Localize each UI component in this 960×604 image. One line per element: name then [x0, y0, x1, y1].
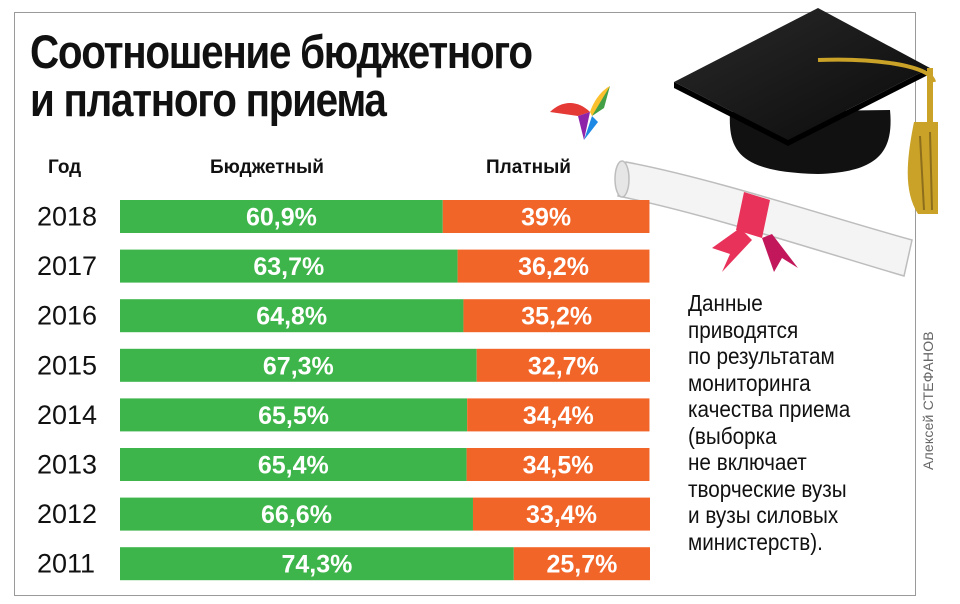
note-line: мониторинга — [688, 369, 811, 396]
diploma-scroll-icon — [614, 160, 913, 277]
budget-bar — [120, 448, 467, 481]
note-text: Данные приводятся по результатам монитор… — [688, 290, 850, 555]
note-line: Данные — [688, 290, 763, 316]
note-line: (выборка — [688, 422, 777, 449]
chart-frame — [14, 12, 916, 596]
paid-bar — [472, 497, 650, 531]
paid-value-label: 34,5% — [523, 452, 594, 480]
paid-bar — [467, 398, 650, 432]
year-label: 2016 — [37, 301, 97, 331]
year-label: 2011 — [37, 549, 95, 579]
year-label: 2018 — [37, 202, 97, 232]
note-line: министерств). — [688, 528, 823, 555]
year-label: 2013 — [37, 450, 97, 480]
column-header-year: Год — [48, 157, 82, 178]
budget-bar — [120, 299, 464, 333]
budget-value-label: 65,5% — [258, 402, 329, 430]
budget-bar — [120, 348, 477, 382]
note-line: и вузы силовых — [688, 502, 839, 528]
year-label: 2017 — [37, 251, 97, 281]
budget-bar — [120, 497, 473, 531]
note-line: не включает — [688, 449, 807, 475]
budget-value-label: 64,8% — [256, 303, 327, 331]
bird-logo-icon — [550, 86, 610, 140]
paid-value-label: 32,7% — [528, 352, 599, 380]
note-line: творческие вузы — [688, 475, 847, 502]
budget-value-label: 66,6% — [261, 501, 332, 529]
column-header-paid: Платный — [486, 157, 571, 178]
title-line-1: Соотношение бюджетного — [30, 25, 533, 78]
note-line: по результатам — [688, 343, 835, 369]
chart-title: Соотношение бюджетного и платного приема — [30, 25, 533, 126]
note-line: приводятся — [688, 316, 799, 343]
paid-bar — [463, 299, 650, 333]
budget-bar — [120, 249, 458, 283]
column-header-budget: Бюджетный — [210, 157, 324, 178]
paid-bar — [442, 200, 650, 233]
budget-value-label: 60,9% — [246, 204, 317, 232]
year-label: 2014 — [37, 400, 97, 430]
budget-bar — [120, 200, 443, 233]
year-label: 2012 — [37, 499, 97, 529]
budget-bar — [120, 547, 514, 581]
paid-bar — [466, 448, 650, 481]
photo-credit: Алексей СТЕФАНОВ — [920, 331, 936, 470]
paid-value-label: 36,2% — [518, 253, 589, 281]
paid-value-label: 39% — [521, 204, 571, 232]
note-line: качества приема — [688, 396, 851, 422]
paid-value-label: 34,4% — [523, 402, 594, 430]
paid-value-label: 35,2% — [521, 303, 592, 331]
budget-value-label: 65,4% — [258, 452, 329, 480]
budget-value-label: 67,3% — [263, 352, 334, 380]
paid-bar — [476, 348, 650, 382]
paid-bar — [457, 249, 650, 283]
title-line-2: и платного приема — [30, 73, 387, 126]
budget-value-label: 63,7% — [253, 253, 324, 281]
paid-bar — [513, 547, 650, 581]
paid-value-label: 25,7% — [546, 551, 617, 579]
paid-value-label: 33,4% — [526, 501, 597, 529]
graduation-cap-icon — [674, 8, 938, 214]
budget-value-label: 74,3% — [281, 551, 352, 579]
budget-bar — [120, 398, 468, 432]
year-label: 2015 — [37, 350, 97, 380]
